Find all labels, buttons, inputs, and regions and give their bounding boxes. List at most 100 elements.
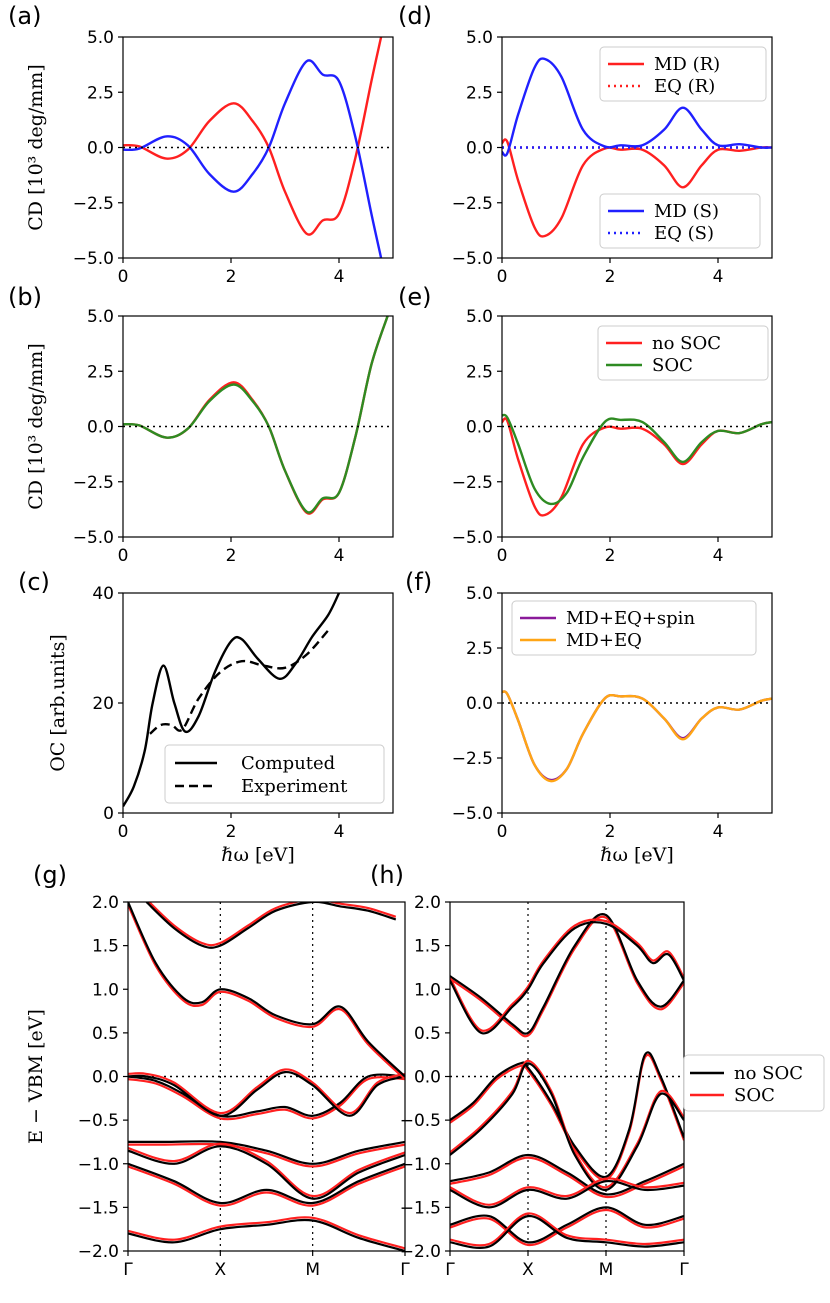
band-no-soc [450,1206,684,1244]
plot-area [123,316,393,515]
x-tick-label: 2 [226,267,237,287]
panel-b: (b) 5.0 2.5 0.0 −2.5 −5.00 2 4 CD [10³ deg/mm] [8,283,394,566]
y-tick-label: 20 [92,694,114,714]
legend-label: EQ (S) [654,223,714,244]
y-tick-label: 5.0 [466,584,493,604]
axes-frame [501,315,773,538]
y-tick-label: 0.5 [92,1024,119,1044]
x-tick-label: 0 [118,546,129,566]
band-no-soc [128,1070,405,1117]
y-tick-label: 1.5 [414,937,441,957]
legend-box [599,193,761,249]
x-tick-label: 2 [605,267,616,287]
y-axis-label: CD [10³ deg/mm] [25,64,47,230]
legend: MD (S)EQ (S) [599,193,761,249]
x-tick-label: M [305,1260,320,1280]
legend-label: MD (R) [654,54,720,75]
y-tick-label: −2.5 [452,749,493,769]
legend-label: MD+EQ+spin [566,608,695,629]
axes-frame [127,901,406,1252]
panel-label-h: (h) [370,861,404,889]
band-no-soc [128,1218,405,1251]
series-line-experiment [149,629,330,735]
x-tick-label: 0 [497,546,508,566]
band-soc [147,902,397,947]
panel-d: (d) 5.0 2.5 0.0 −2.5 −5.00 2 4 MD (R)EQ (R) MD (S… [398,2,773,287]
legend: MD (R)EQ (R) [599,46,767,102]
series-line-soc [502,413,772,506]
series-line-md-s- [123,59,383,258]
y-tick-label: 0 [103,804,114,824]
panel-f: (f) 5.0 2.5 0.0 −2.5 −5.00 2 4 ℏω [eV] MD+EQ+spin… [405,568,773,866]
band-no-soc [450,921,684,1035]
plot-area [502,57,772,238]
band-soc [450,1177,684,1206]
y-tick-label: −0.5 [78,1111,119,1131]
y-axis-label: CD [10³ deg/mm] [25,343,47,509]
y-axis-label: OC [arb.units] [47,634,69,772]
panel-a: (a) 5.0 2.5 0.0 −2.5 −5.00 2 4 CD [10³ deg/mm] [8,2,394,287]
x-tick-label: 0 [497,822,508,842]
y-tick-label: 0.0 [414,1068,441,1088]
y-tick-label: −2.5 [452,194,493,214]
panel-label-f: (f) [405,568,432,596]
legend-box [683,1054,825,1112]
y-tick-label: −2.5 [452,473,493,493]
band-soc [450,918,684,1032]
legend-label: MD (S) [654,201,719,222]
band-no-soc [450,1180,684,1209]
y-tick-label: 0.0 [466,694,493,714]
legend-box [597,325,769,381]
y-tick-label: 40 [92,584,114,604]
x-tick-label: M [599,1260,614,1280]
legend-label: SOC [652,355,693,376]
x-tick-label: Γ [445,1260,455,1280]
series-line-no-soc [123,316,389,515]
x-tick-label: 4 [713,822,724,842]
x-tick-label: Γ [123,1260,133,1280]
y-tick-label: −5.0 [452,528,493,548]
band-soc [128,904,405,1080]
plot-area [123,37,393,258]
legend-label: MD+EQ [566,630,642,651]
legend-box [164,744,385,804]
y-tick-label: 0.0 [87,418,114,438]
y-tick-label: 0.0 [87,139,114,159]
legend-label: Computed [241,753,335,774]
band-soc [128,1068,405,1115]
y-tick-label: 2.0 [414,893,441,913]
y-tick-label: −2.0 [78,1242,119,1262]
y-tick-label: 2.5 [466,362,493,382]
y-tick-label: −5.0 [452,804,493,824]
x-tick-label: X [215,1260,227,1280]
legend-label: EQ (R) [654,76,715,97]
legend-box [511,600,757,656]
y-tick-label: −5.0 [73,528,114,548]
x-tick-label: 2 [226,822,237,842]
axes-frame [122,592,394,814]
y-tick-label: 5.0 [466,28,493,48]
y-tick-label: 0.0 [92,1068,119,1088]
band-no-soc [128,1145,405,1200]
series-line-md-s- [502,57,772,157]
band-no-soc [450,1062,684,1191]
plot-area [450,913,684,1249]
band-soc [450,1212,684,1247]
y-tick-label: 1.5 [92,937,119,957]
y-tick-label: 5.0 [466,307,493,327]
band-soc [128,1216,405,1250]
x-tick-label: 4 [713,267,724,287]
axes-frame [501,592,773,814]
series-line-md-r- [502,138,772,238]
y-tick-label: −5.0 [73,249,114,269]
x-tick-label: 2 [605,822,616,842]
x-tick-label: 4 [334,267,345,287]
y-tick-label: −2.5 [73,194,114,214]
band-soc [450,1156,684,1199]
x-tick-label: 4 [713,546,724,566]
legend-label: Experiment [241,776,348,797]
